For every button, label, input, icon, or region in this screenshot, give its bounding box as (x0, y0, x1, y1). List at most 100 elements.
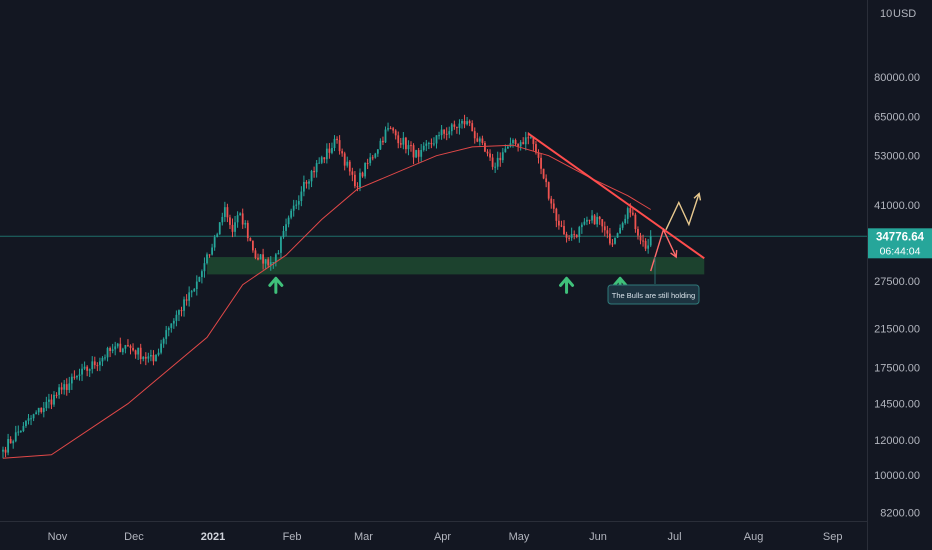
candle-body (229, 217, 231, 225)
candle-body (412, 145, 415, 158)
candle-body (137, 347, 140, 355)
time-tick-label: Sep (823, 531, 843, 543)
candle-body (277, 252, 280, 255)
candle-body (461, 120, 463, 124)
candle-body (223, 207, 226, 217)
candle-body (267, 259, 270, 266)
candle-body (494, 166, 497, 168)
price-tag: 34776.64 06:44:04 (868, 228, 932, 259)
candle-body (394, 130, 397, 136)
candle-body (435, 135, 438, 144)
candle-body (241, 213, 244, 225)
candle-body (96, 365, 99, 367)
candle-body (491, 157, 494, 167)
candle-body (639, 235, 642, 241)
candle-body (580, 224, 583, 228)
time-tick-label: Aug (744, 531, 764, 543)
candle-body (185, 299, 188, 301)
candle-body (481, 138, 484, 143)
candle-body (134, 350, 137, 355)
price-tick-label: 14500.00 (874, 399, 920, 411)
candle-body (568, 237, 570, 239)
candle-body (387, 128, 389, 130)
time-tick-label: Jul (668, 531, 682, 543)
candle-body (522, 142, 525, 145)
annotation-text: The Bulls are still holding (612, 291, 695, 300)
axis-header: 10 USD (880, 8, 916, 20)
candle-body (614, 237, 616, 244)
candle-body (165, 330, 168, 339)
candle-body (430, 142, 433, 145)
candle-body (12, 441, 15, 444)
candle-body (448, 131, 451, 135)
candle-body (127, 345, 129, 347)
bar-countdown: 06:44:04 (880, 245, 921, 257)
candle-body (300, 191, 303, 202)
projection-down-path-arrowhead (670, 250, 678, 259)
candle-body (366, 163, 369, 165)
candle-body (221, 216, 224, 223)
candle-body (331, 148, 333, 153)
candle-body (216, 234, 219, 238)
candle-body (109, 348, 111, 351)
price-axis[interactable]: 80000.00 65000.00 53000.00 41000.00 27500.00… (874, 72, 920, 520)
candle-body (195, 281, 198, 290)
candle-body (150, 354, 152, 357)
candle-body (596, 216, 599, 225)
candle-body (121, 348, 124, 353)
candle-body (371, 157, 374, 159)
candle-body (438, 135, 440, 137)
candle-body (348, 161, 351, 172)
candle-body (183, 299, 185, 311)
candle-body (376, 149, 379, 154)
candle-body (540, 157, 542, 169)
candle-body (410, 145, 412, 147)
candle-body (308, 181, 310, 184)
candle-body (193, 289, 196, 292)
candle-body (42, 408, 45, 413)
candle-body (58, 387, 60, 395)
candle-body (32, 414, 35, 419)
candle-body (328, 148, 331, 153)
candle-body (297, 201, 300, 205)
candle-body (624, 218, 627, 224)
time-tick-label: Apr (434, 531, 451, 543)
price-tick-label: 8200.00 (880, 508, 920, 520)
price-tick-label: 27500.00 (874, 276, 920, 288)
candle-body (213, 237, 216, 248)
candle-body (318, 162, 321, 164)
candle-body (315, 163, 318, 173)
candle-body (649, 236, 652, 246)
candle-body (295, 204, 298, 206)
candle-body (142, 356, 145, 360)
candle-body (517, 144, 519, 147)
candle-body (609, 233, 611, 244)
candle-body (369, 157, 372, 164)
candle-body (519, 142, 522, 147)
candle-body (588, 219, 591, 221)
last-price-value: 34776.64 (876, 231, 925, 243)
price-tick-label: 41000.00 (874, 200, 920, 212)
candle-body (529, 136, 532, 138)
candle-body (76, 375, 78, 378)
candle-body (450, 124, 453, 132)
candle-body (466, 121, 468, 125)
annotation[interactable]: The Bulls are still holding (607, 257, 700, 305)
candle-body (507, 146, 509, 149)
candle-body (476, 138, 479, 142)
candle-body (499, 157, 502, 161)
candle-body (456, 126, 458, 128)
candle-body (547, 182, 550, 199)
candle-body (180, 310, 183, 312)
candle-body (484, 142, 486, 152)
candle-body (489, 153, 491, 158)
time-axis[interactable]: Nov Dec 2021 Feb Mar Apr May Jun Jul Aug Sep (48, 531, 843, 543)
candle-body (445, 133, 448, 135)
candle-body (152, 354, 155, 362)
candle-body (246, 222, 249, 239)
candle-body (586, 219, 588, 222)
time-tick-label: May (509, 531, 530, 543)
time-tick-label: Nov (48, 531, 68, 543)
candle-body (501, 152, 504, 161)
